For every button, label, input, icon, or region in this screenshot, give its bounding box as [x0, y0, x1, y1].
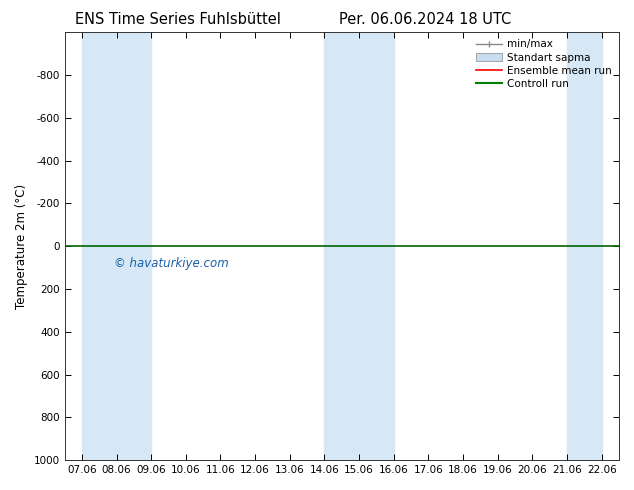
Text: ENS Time Series Fuhlsbüttel: ENS Time Series Fuhlsbüttel	[75, 12, 280, 27]
Bar	[359, 32, 394, 460]
Bar	[117, 32, 151, 460]
Legend: min/max, Standart sapma, Ensemble mean run, Controll run: min/max, Standart sapma, Ensemble mean r…	[472, 35, 616, 93]
Bar	[567, 32, 602, 460]
Text: Per. 06.06.2024 18 UTC: Per. 06.06.2024 18 UTC	[339, 12, 511, 27]
Y-axis label: Temperature 2m (°C): Temperature 2m (°C)	[15, 184, 28, 309]
Bar	[325, 32, 359, 460]
Bar	[82, 32, 117, 460]
Text: © havaturkiye.com: © havaturkiye.com	[115, 257, 230, 270]
